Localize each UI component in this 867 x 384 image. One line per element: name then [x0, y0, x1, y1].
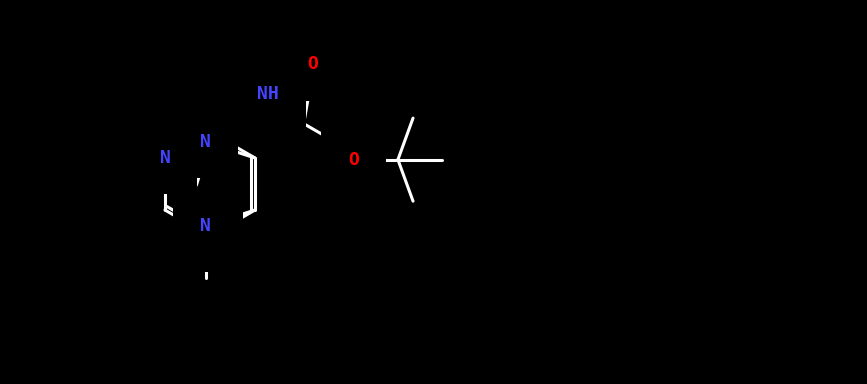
Text: O: O [307, 55, 318, 73]
Text: NH: NH [257, 84, 278, 103]
Text: N: N [200, 133, 211, 151]
Text: N: N [160, 149, 171, 167]
Text: N: N [200, 217, 211, 235]
Text: O: O [349, 151, 359, 169]
Text: N: N [205, 227, 215, 245]
